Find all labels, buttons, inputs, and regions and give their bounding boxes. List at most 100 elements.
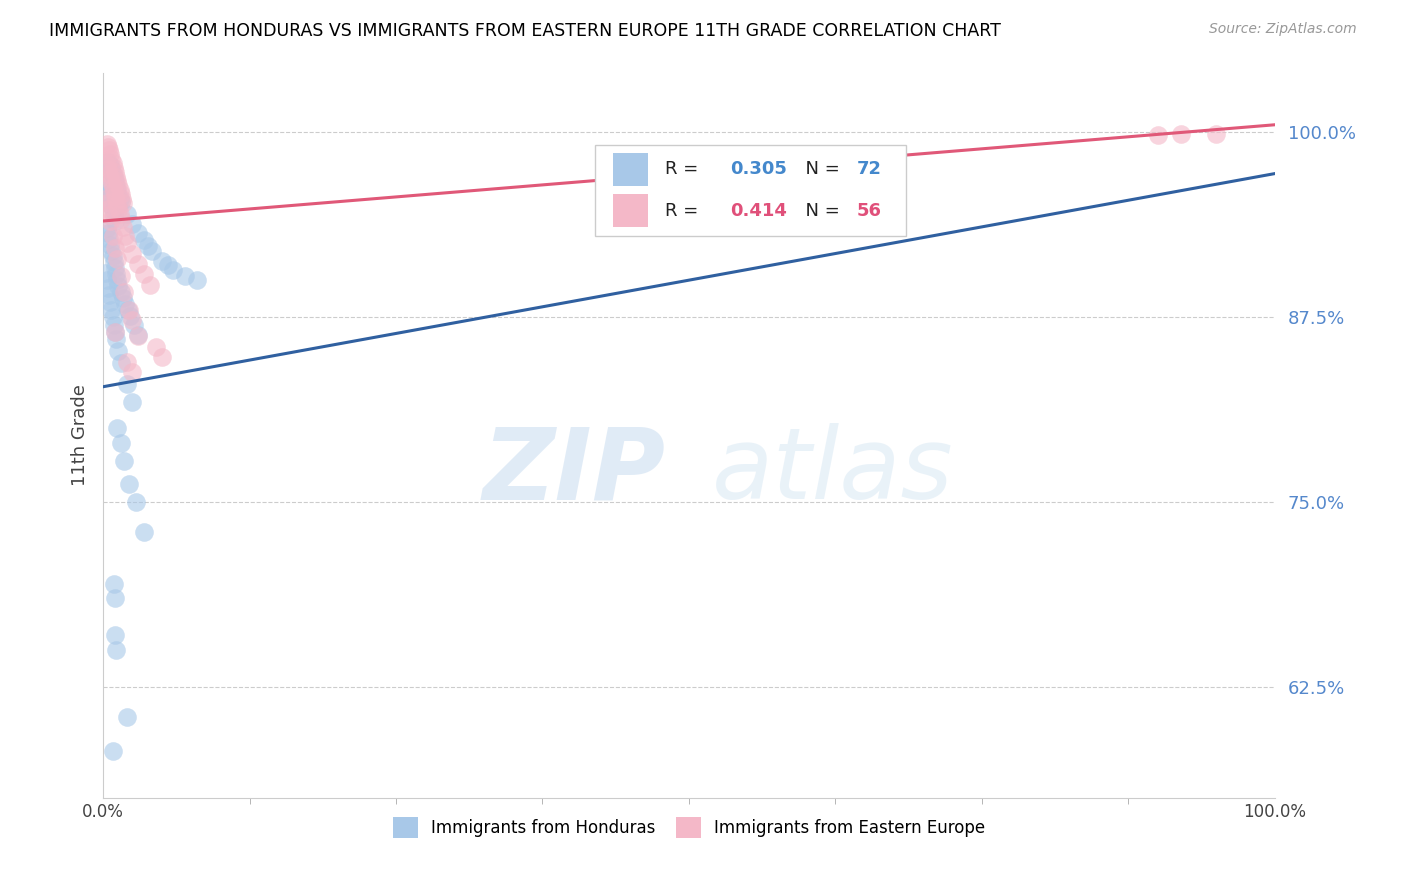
Point <box>1170 127 1192 141</box>
Point <box>139 277 162 292</box>
Point <box>98 232 121 246</box>
Point <box>101 156 124 170</box>
Point <box>112 454 135 468</box>
Point <box>103 185 125 199</box>
Point <box>110 356 132 370</box>
Point <box>118 477 141 491</box>
Point <box>98 158 121 172</box>
Text: N =: N = <box>794 202 846 219</box>
Point <box>104 325 127 339</box>
Point <box>101 744 124 758</box>
Point <box>112 196 135 211</box>
Point <box>1205 127 1227 141</box>
Point <box>101 180 124 194</box>
Text: IMMIGRANTS FROM HONDURAS VS IMMIGRANTS FROM EASTERN EUROPE 11TH GRADE CORRELATIO: IMMIGRANTS FROM HONDURAS VS IMMIGRANTS F… <box>49 22 1001 40</box>
Point <box>104 189 127 203</box>
Point <box>112 291 135 305</box>
Text: atlas: atlas <box>713 424 953 520</box>
Point <box>103 576 125 591</box>
Point <box>101 228 124 243</box>
Point <box>108 192 131 206</box>
Point <box>96 177 118 191</box>
Point <box>100 162 122 177</box>
Point <box>115 710 138 724</box>
Point <box>104 325 127 339</box>
Point <box>97 162 120 177</box>
Point <box>134 267 156 281</box>
Point <box>97 181 120 195</box>
Point <box>96 273 118 287</box>
Text: 0.414: 0.414 <box>730 202 787 219</box>
Text: ZIP: ZIP <box>482 424 665 520</box>
Point <box>98 214 121 228</box>
Point <box>107 344 129 359</box>
Point <box>127 327 149 342</box>
Point <box>110 194 132 209</box>
Point <box>121 365 143 379</box>
Point <box>110 285 132 299</box>
Point <box>105 169 128 184</box>
Point <box>105 267 128 281</box>
Point <box>127 226 149 240</box>
Point <box>121 313 143 327</box>
Point <box>98 187 121 202</box>
Point <box>115 376 138 391</box>
Point <box>105 193 128 207</box>
Point <box>107 279 129 293</box>
Point <box>156 258 179 272</box>
Point <box>103 318 125 332</box>
Point <box>125 495 148 509</box>
Point <box>98 192 121 206</box>
Point <box>150 254 173 268</box>
Point <box>105 643 128 657</box>
Point <box>101 310 124 325</box>
Point <box>103 161 125 175</box>
Point <box>136 239 159 253</box>
Point <box>108 183 131 197</box>
Point <box>107 178 129 193</box>
Point <box>162 262 184 277</box>
Point <box>110 187 132 202</box>
Point <box>98 295 121 310</box>
Point <box>96 136 118 151</box>
Point <box>121 394 143 409</box>
Point <box>104 591 127 606</box>
Point <box>100 152 122 166</box>
Bar <box>613 153 648 186</box>
Point <box>112 219 135 234</box>
Point <box>115 236 138 251</box>
Point <box>111 192 134 206</box>
Point <box>101 250 124 264</box>
Point <box>110 212 132 227</box>
Point <box>105 197 128 211</box>
Point <box>105 332 128 346</box>
Point <box>105 252 128 267</box>
Point <box>94 266 117 280</box>
Point <box>98 143 121 157</box>
Text: 56: 56 <box>856 202 882 219</box>
Point <box>145 340 167 354</box>
Point <box>121 217 143 231</box>
Point <box>103 171 125 186</box>
Point <box>96 158 118 172</box>
Point <box>103 208 125 222</box>
Point <box>112 285 135 299</box>
Point <box>97 280 120 294</box>
Text: R =: R = <box>665 202 704 219</box>
Point <box>100 302 122 317</box>
Point <box>110 268 132 283</box>
Point <box>98 237 121 252</box>
Point <box>97 202 120 216</box>
Point <box>118 302 141 317</box>
Point <box>97 226 120 240</box>
Point <box>94 192 117 206</box>
Point <box>104 165 127 179</box>
Text: Source: ZipAtlas.com: Source: ZipAtlas.com <box>1209 22 1357 37</box>
Point <box>100 244 122 258</box>
Point <box>104 241 127 255</box>
Y-axis label: 11th Grade: 11th Grade <box>72 384 89 486</box>
Point <box>107 189 129 203</box>
Point <box>127 257 149 271</box>
Point <box>97 154 120 169</box>
Point <box>104 176 127 190</box>
